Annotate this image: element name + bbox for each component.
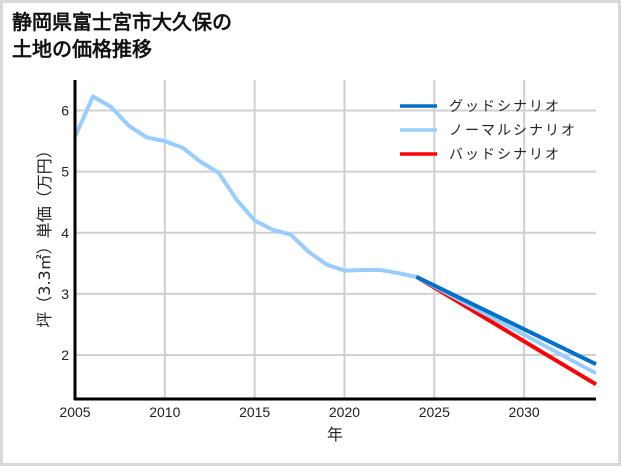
y-axis-label: 坪（3.3㎡）単価（万円） <box>35 142 54 327</box>
legend-item: バッドシナリオ <box>400 147 561 163</box>
y-tick-label: 6 <box>61 103 69 119</box>
y-tick-label: 2 <box>61 347 69 363</box>
axes <box>73 80 596 401</box>
y-tick-labels: 2 3 4 5 6 <box>61 103 69 363</box>
x-tick-label: 2020 <box>329 404 360 420</box>
legend-label: ノーマルシナリオ <box>449 123 577 139</box>
x-tick-label: 2025 <box>419 404 450 420</box>
legend-label: グッドシナリオ <box>449 99 561 115</box>
data-series <box>73 94 598 387</box>
chart-title: 静岡県富士宮市大久保の 土地の価格推移 <box>12 10 232 61</box>
series-line <box>73 94 597 376</box>
x-tick-labels: 2005 2010 2015 2020 2025 2030 <box>59 404 539 420</box>
x-tick-label: 2010 <box>149 404 180 420</box>
legend-item: ノーマルシナリオ <box>400 123 577 139</box>
y-tick-label: 4 <box>61 225 69 241</box>
series-line <box>415 274 597 366</box>
legend-item: グッドシナリオ <box>400 99 561 115</box>
y-tick-label: 5 <box>61 164 69 180</box>
y-tick-label: 3 <box>61 286 69 302</box>
x-tick-label: 2005 <box>59 404 90 420</box>
x-tick-label: 2015 <box>239 404 270 420</box>
legend-label: バッドシナリオ <box>449 147 561 163</box>
x-tick-label: 2030 <box>509 404 540 420</box>
x-axis-label: 年 <box>327 425 343 444</box>
